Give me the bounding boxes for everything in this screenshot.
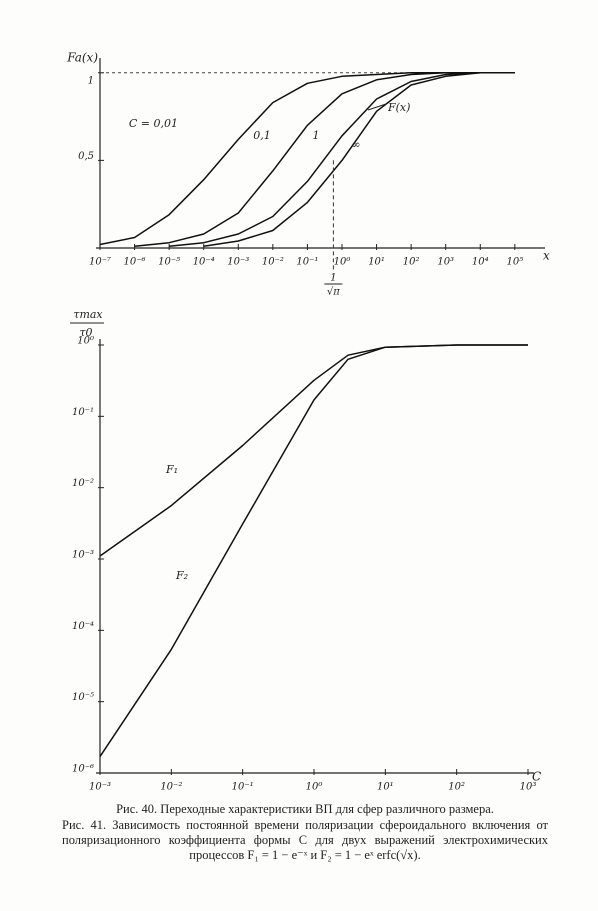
annotation: F(x) [387, 101, 410, 114]
x-tick-label: 10¹ [368, 257, 385, 268]
x-tick-label: 10⁻¹ [232, 782, 254, 793]
x-axis-label: x [543, 249, 550, 263]
x-tick-label: 10⁻³ [227, 257, 249, 268]
x-tick-label: 10⁵ [506, 257, 523, 268]
marker-label: 1 [330, 273, 336, 284]
series-label: ∞ [351, 138, 360, 151]
series-label: 0,1 [253, 129, 271, 142]
y-tick-label: 10⁻⁵ [72, 692, 94, 703]
series-label: C = 0,01 [129, 117, 178, 130]
y-axis-label: τmax [73, 308, 103, 321]
curve [99, 344, 528, 758]
x-tick-label: 10³ [520, 782, 537, 793]
x-tick-label: 10⁻⁵ [158, 257, 180, 268]
y-tick-label: 10⁻¹ [72, 407, 94, 418]
x-tick-label: 10⁻⁶ [124, 257, 146, 268]
y-tick-label: 10⁻² [72, 478, 94, 489]
x-tick-label: 10⁻⁴ [193, 257, 215, 268]
x-axis-label: C [532, 770, 541, 784]
curve [134, 72, 515, 247]
marker-label: √π [327, 287, 340, 298]
y-tick-label: 10⁻⁴ [72, 621, 94, 632]
x-tick-label: 10⁻¹ [296, 257, 318, 268]
curve [203, 72, 515, 247]
y-tick-label: 10⁰ [77, 336, 94, 347]
y-tick-label: 1 [88, 75, 94, 86]
y-tick-label: 10⁻⁶ [72, 764, 94, 775]
y-tick-label: 0,5 [78, 151, 94, 162]
x-tick-label: 10⁴ [472, 257, 489, 268]
x-tick-label: 10⁻² [262, 257, 284, 268]
curve [99, 72, 515, 246]
x-tick-label: 10⁻⁷ [89, 257, 111, 268]
series-label: 1 [313, 129, 320, 142]
y-axis-label: τ0 [79, 326, 92, 339]
y-axis-label: Fa(x) [66, 51, 98, 65]
curve [169, 72, 515, 247]
x-tick-label: 10¹ [377, 782, 394, 793]
series-label: F₂ [175, 569, 188, 582]
x-tick-label: 10² [403, 257, 420, 268]
x-tick-label: 10⁰ [334, 257, 351, 268]
x-tick-label: 10² [448, 782, 465, 793]
x-tick-label: 10⁰ [306, 782, 323, 793]
x-tick-label: 10⁻² [160, 782, 182, 793]
y-tick-label: 10⁻³ [72, 550, 94, 561]
caption: Рис. 41. Зависимость постоянной времени … [62, 818, 548, 862]
series-label: F₁ [165, 463, 178, 476]
x-tick-label: 10³ [437, 257, 454, 268]
annotation-arrow [367, 103, 387, 111]
caption: Рис. 40. Переходные характеристики ВП дл… [116, 802, 494, 816]
curve [99, 344, 528, 557]
x-tick-label: 10⁻³ [89, 782, 111, 793]
